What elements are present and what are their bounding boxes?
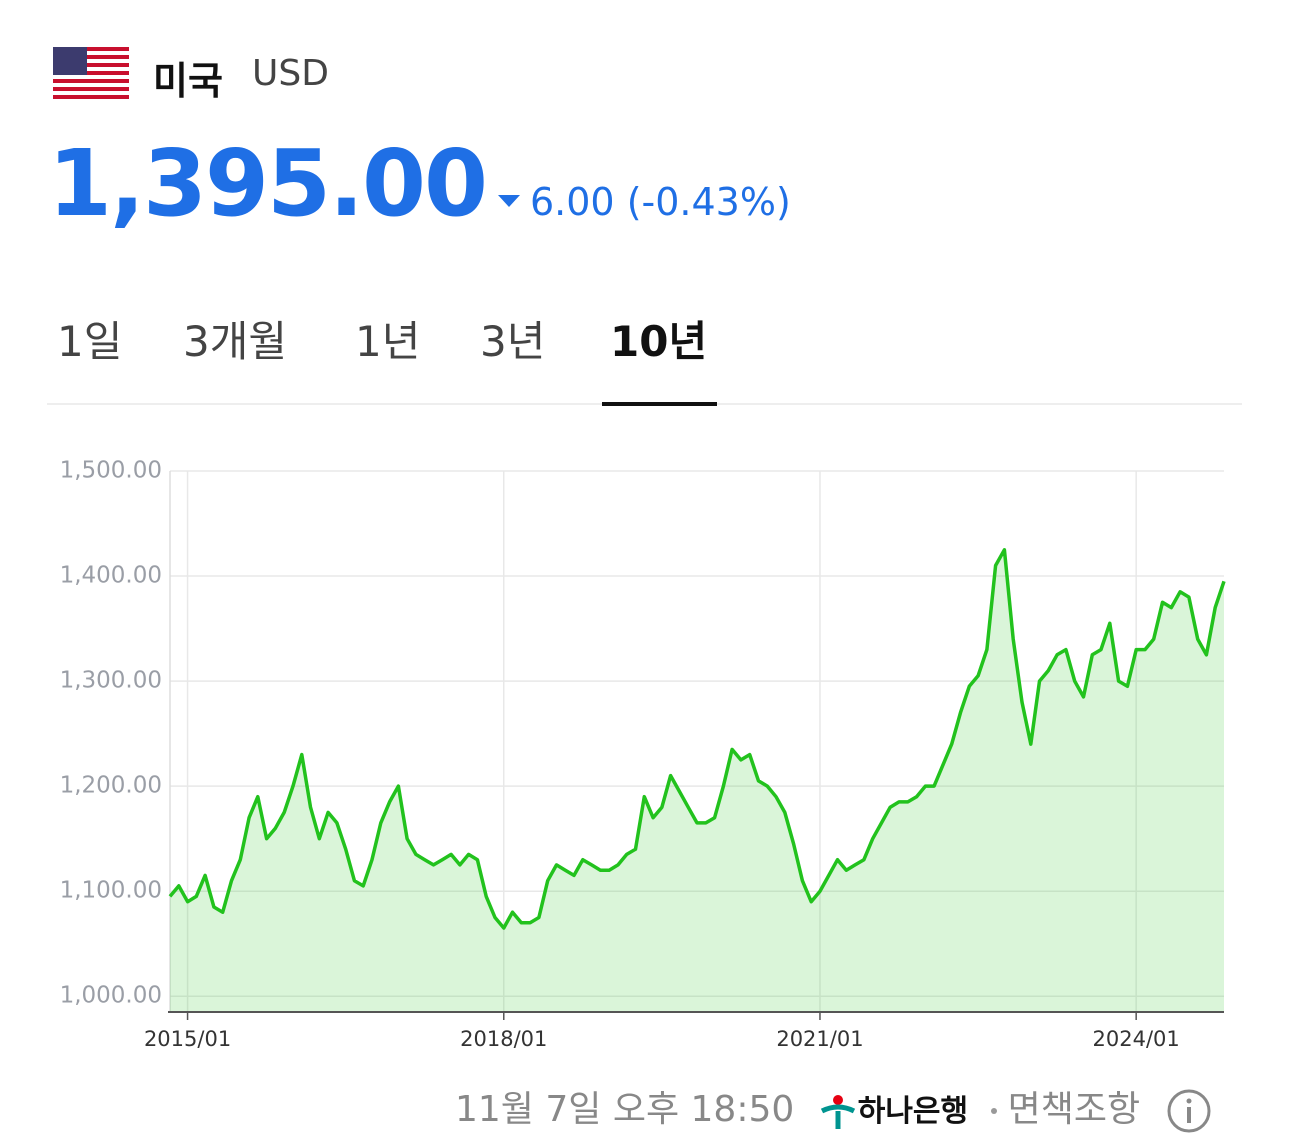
period-tab[interactable]: 1일 [57, 317, 123, 366]
tab-underline [602, 402, 717, 406]
us-flag [53, 47, 129, 99]
info-icon[interactable] [1166, 1088, 1212, 1134]
chart: 1,000.00 1,100.00 1,200.00 1,300.00 1,400.00… [60, 458, 1226, 1051]
currency-code: USD [252, 53, 329, 94]
area-fill [170, 549, 1224, 1012]
separator [990, 1108, 997, 1114]
x-tick-label: 2024/01 [1093, 1027, 1180, 1051]
period-tab[interactable]: 3개월 [183, 317, 288, 366]
bank-logo [820, 1095, 855, 1129]
period-tab[interactable]: 1년 [355, 317, 421, 366]
y-tick-label: 1,400.00 [60, 563, 162, 589]
period-tab[interactable]: 10년 [610, 317, 708, 366]
x-tick-label: 2021/01 [776, 1027, 863, 1051]
x-tick-label: 2015/01 [144, 1027, 231, 1051]
timestamp: 11월 7일 오후 18:50 [455, 1089, 795, 1130]
y-tick-label: 1,100.00 [60, 878, 162, 904]
down-arrow [498, 195, 520, 207]
disclaimer[interactable]: 면책조항 [1007, 1089, 1141, 1130]
bank-name[interactable]: 하나은행 [857, 1094, 969, 1129]
period-tab[interactable]: 3년 [480, 317, 546, 366]
price: 1,395.00 [48, 130, 488, 237]
y-tick-label: 1,500.00 [60, 458, 162, 484]
price-change: 6.00 (-0.43%) [530, 180, 791, 224]
country-name: 미국 [153, 59, 223, 103]
line [168, 548, 1226, 930]
y-tick-label: 1,300.00 [60, 668, 162, 694]
y-tick-label: 1,200.00 [60, 773, 162, 799]
footer: 11월 7일 오후 18:50 하나은행 면책조항 [455, 1080, 1212, 1134]
x-tick-label: 2018/01 [460, 1027, 547, 1051]
y-tick-label: 1,000.00 [60, 983, 162, 1009]
